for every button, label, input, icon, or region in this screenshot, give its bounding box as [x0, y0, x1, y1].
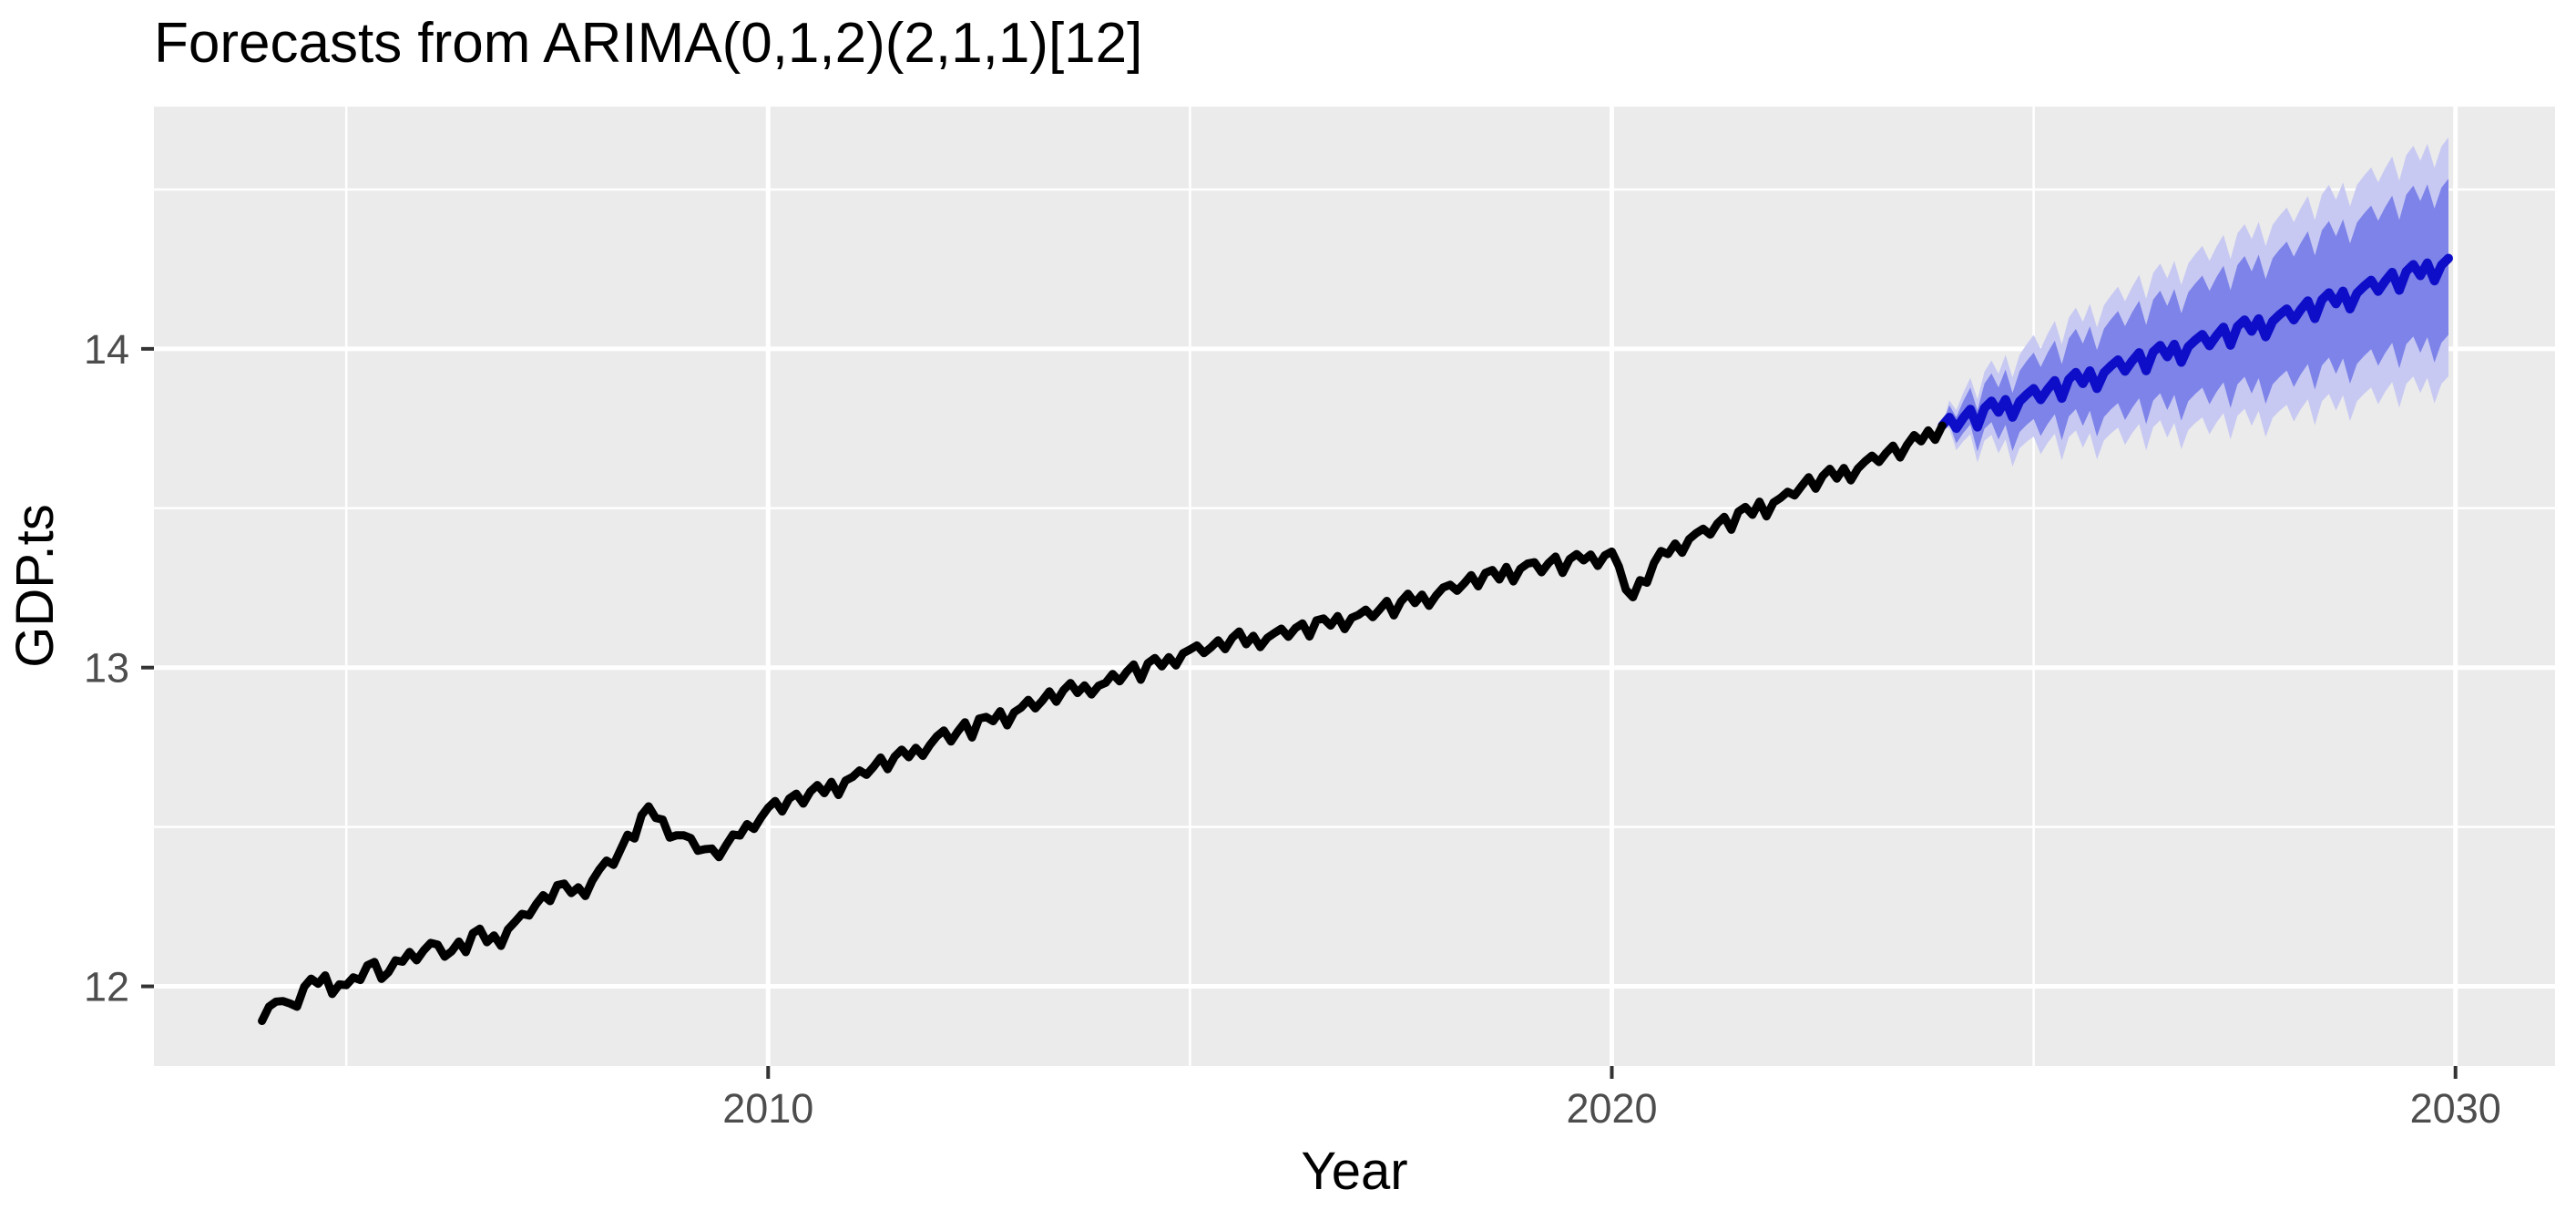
- tick-label: 14: [84, 326, 129, 373]
- grid-minor-lines: [154, 107, 2555, 1066]
- observed-series-line: [258, 421, 1947, 1025]
- forecast-mean-line: [1937, 253, 2453, 434]
- chart-title: Forecasts from ARIMA(0,1,2)(2,1,1)[12]: [154, 12, 1142, 75]
- plot-panel-background: [154, 107, 2555, 1066]
- tick-label: 12: [84, 964, 129, 1010]
- x-axis-tick-labels: 2010 2020 2030: [722, 1085, 2501, 1132]
- x-axis-title: Year: [1301, 1142, 1407, 1201]
- tick-label: 2010: [722, 1085, 813, 1132]
- y-axis-title: GDP.ts: [5, 504, 65, 667]
- tick-label: 13: [84, 645, 129, 692]
- y-axis-tick-labels: 12 13 14: [84, 326, 129, 1010]
- axis-tick-marks: [141, 346, 2458, 1079]
- tick-label: 2020: [1566, 1085, 1657, 1132]
- tick-label: 2030: [2410, 1085, 2501, 1132]
